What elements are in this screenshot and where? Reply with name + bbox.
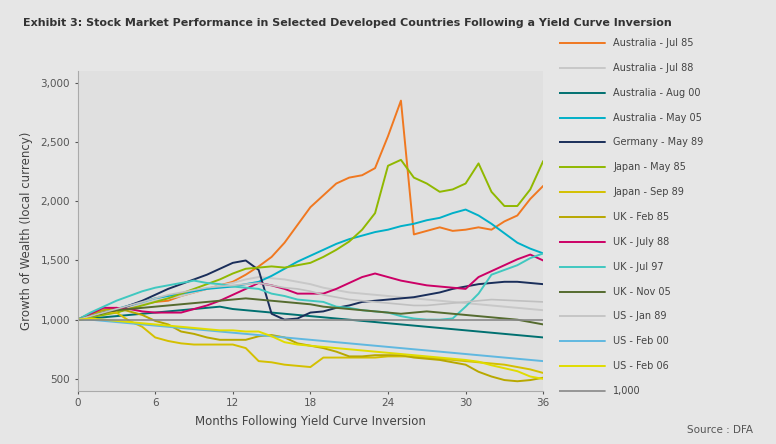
Text: 1,000: 1,000 [613, 386, 641, 396]
X-axis label: Months Following Yield Curve Inversion: Months Following Yield Curve Inversion [195, 415, 426, 428]
Text: Australia - Aug 00: Australia - Aug 00 [613, 88, 701, 98]
Text: US - Feb 00: US - Feb 00 [613, 337, 669, 346]
Text: UK - Jul 97: UK - Jul 97 [613, 262, 663, 272]
Text: UK - Feb 85: UK - Feb 85 [613, 212, 670, 222]
Text: Exhibit 3: Stock Market Performance in Selected Developed Countries Following a : Exhibit 3: Stock Market Performance in S… [23, 18, 672, 28]
Text: Australia - May 05: Australia - May 05 [613, 113, 702, 123]
Text: US - Jan 89: US - Jan 89 [613, 312, 667, 321]
Text: UK - July 88: UK - July 88 [613, 237, 670, 247]
Text: Japan - May 85: Japan - May 85 [613, 163, 686, 172]
Text: UK - Nov 05: UK - Nov 05 [613, 287, 671, 297]
Text: Australia - Jul 85: Australia - Jul 85 [613, 38, 694, 48]
Text: US - Feb 06: US - Feb 06 [613, 361, 669, 371]
Text: Japan - Sep 89: Japan - Sep 89 [613, 187, 684, 197]
Text: Australia - Jul 88: Australia - Jul 88 [613, 63, 694, 73]
Text: Source : DFA: Source : DFA [687, 425, 753, 435]
Y-axis label: Growth of Wealth (local currency): Growth of Wealth (local currency) [20, 132, 33, 330]
Text: Germany - May 89: Germany - May 89 [613, 138, 704, 147]
